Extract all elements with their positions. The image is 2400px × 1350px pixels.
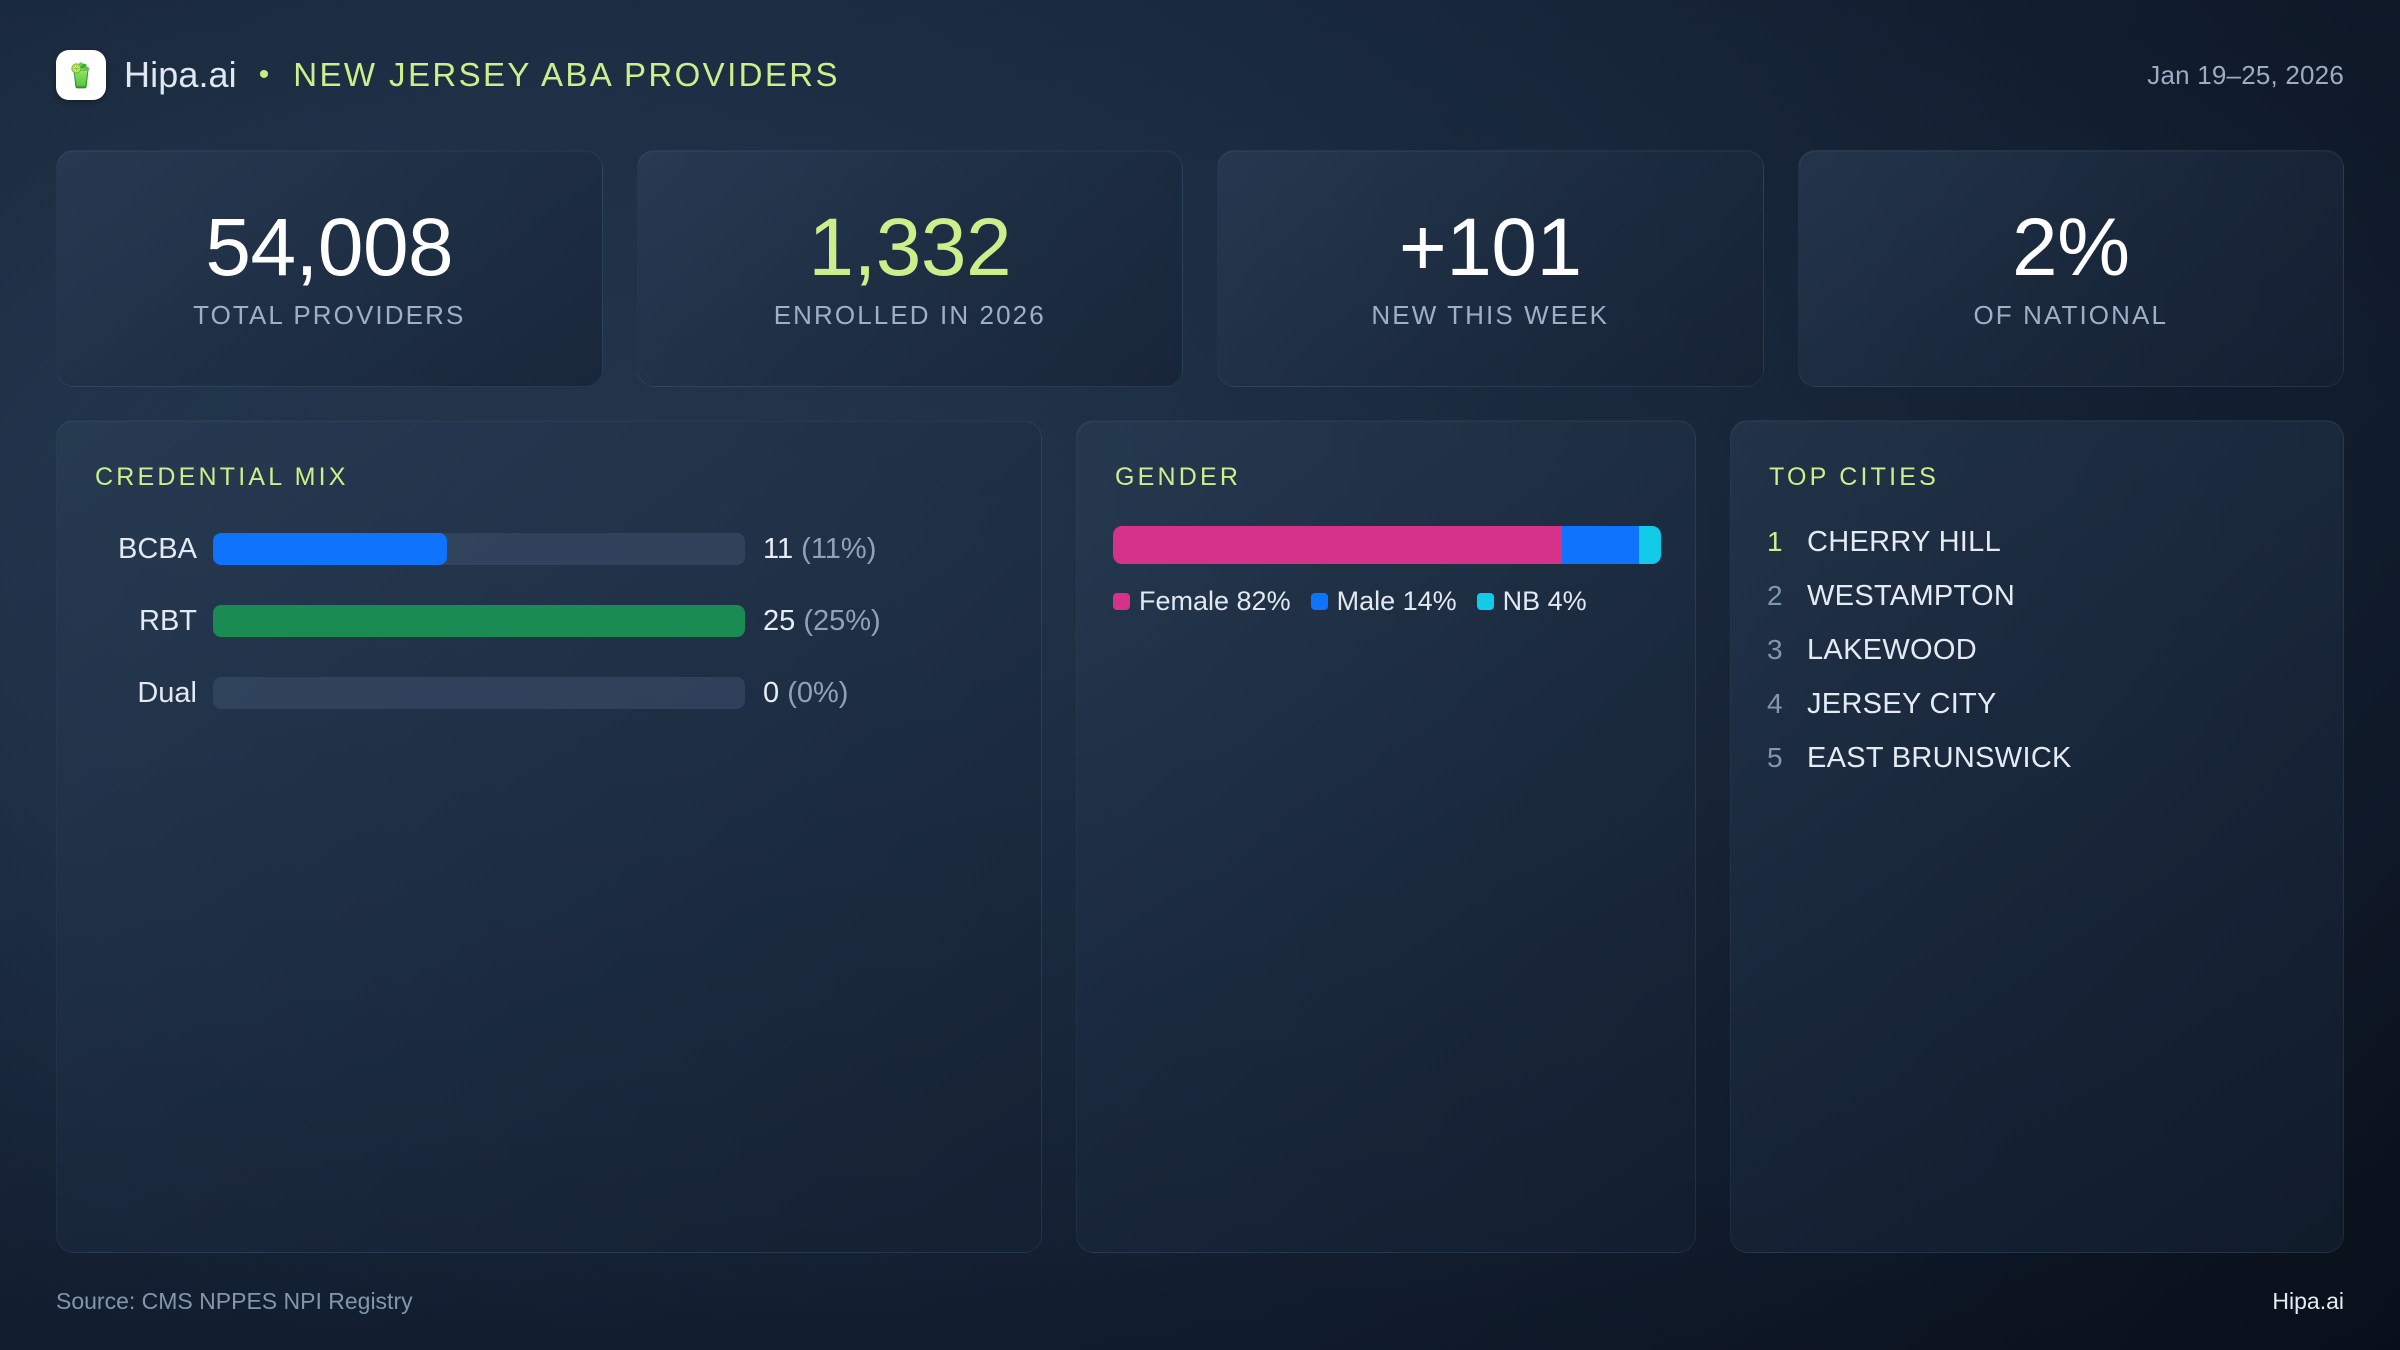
date-range-label: Jan 19–25, 2026	[2147, 59, 2344, 90]
city-list-item: 1 CHERRY HILL	[1767, 526, 2307, 559]
bar-fill	[213, 605, 745, 637]
bar-label: Dual	[137, 676, 197, 709]
kpi-card-enrolled-2026: 1,332 ENROLLED IN 2026	[636, 150, 1183, 387]
panel-title: CREDENTIAL MIX	[95, 463, 349, 491]
city-rank: 5	[1767, 742, 1783, 773]
source-attribution: Source: CMS NPPES NPI Registry	[56, 1288, 413, 1314]
gender-segment-male	[1562, 526, 1640, 564]
panel-gender: GENDER Female 82% Male 14% NB 4%	[1076, 420, 1696, 1253]
city-list-item: 5 EAST BRUNSWICK	[1767, 742, 2307, 775]
panel-credential-mix: CREDENTIAL MIX BCBA 11 (11%) RBT 25	[56, 420, 1042, 1253]
panel-row: CREDENTIAL MIX BCBA 11 (11%) RBT 25	[56, 420, 2344, 1253]
city-rank: 2	[1767, 580, 1783, 611]
kpi-card-of-national: 2% OF NATIONAL	[1797, 150, 2344, 387]
kpi-row: 54,008 TOTAL PROVIDERS 1,332 ENROLLED IN…	[56, 150, 2344, 387]
page-footer: Source: CMS NPPES NPI Registry Hipa.ai	[56, 1253, 2344, 1350]
gender-segment-female	[1113, 526, 1563, 564]
gender-stacked-bar	[1113, 526, 1661, 564]
legend-item-male: Male 14%	[1310, 586, 1457, 617]
bar-percent: (25%)	[803, 604, 881, 637]
bar-count: 25	[763, 604, 796, 637]
bar-count: 0	[763, 676, 780, 709]
city-list-item: 4 JERSEY CITY	[1767, 688, 2307, 721]
bar-percent: (0%)	[787, 676, 849, 709]
city-rank: 4	[1767, 688, 1783, 719]
brand-separator-dot: •	[258, 58, 270, 91]
mojito-glass-icon	[56, 50, 106, 100]
brand-name: Hipa.ai	[124, 54, 237, 95]
city-list-item: 3 LAKEWOOD	[1767, 634, 2307, 667]
gender-legend: Female 82% Male 14% NB 4%	[1113, 586, 1659, 617]
kpi-value: 1,332	[808, 202, 1012, 294]
bar-value: 25 (25%)	[763, 605, 881, 638]
city-name: EAST BRUNSWICK	[1807, 742, 2072, 774]
city-list-item: 2 WESTAMPTON	[1767, 580, 2307, 613]
bar-fill	[213, 533, 448, 565]
bar-label: RBT	[139, 604, 197, 637]
page-header: Hipa.ai • NEW JERSEY ABA PROVIDERS Jan 1…	[56, 0, 2344, 150]
panel-title: GENDER	[1115, 463, 1242, 491]
bar-percent: (11%)	[801, 532, 877, 565]
credential-row-dual: Dual 0 (0%)	[93, 670, 1005, 716]
legend-swatch-icon	[1476, 593, 1494, 610]
kpi-card-new-this-week: +101 NEW THIS WEEK	[1217, 150, 1764, 387]
legend-item-female: Female 82%	[1113, 586, 1291, 617]
legend-label: Female 82%	[1139, 586, 1291, 616]
panel-title: TOP CITIES	[1769, 463, 1940, 491]
kpi-value: +101	[1398, 202, 1582, 294]
page-title: NEW JERSEY ABA PROVIDERS	[293, 56, 840, 93]
footer-brand: Hipa.ai	[2272, 1288, 2344, 1314]
legend-swatch-icon	[1310, 593, 1328, 610]
legend-label: NB 4%	[1502, 586, 1587, 616]
bar-value: 0 (0%)	[763, 677, 848, 710]
legend-swatch-icon	[1113, 593, 1130, 610]
city-rank: 1	[1767, 526, 1783, 557]
legend-label: Male 14%	[1336, 586, 1457, 616]
city-name: LAKEWOOD	[1807, 634, 1977, 666]
brand-block: Hipa.ai • NEW JERSEY ABA PROVIDERS	[56, 50, 840, 100]
bar-track	[213, 605, 745, 637]
bar-track	[213, 677, 745, 709]
bar-value: 11 (11%)	[763, 533, 876, 566]
city-name: CHERRY HILL	[1807, 526, 2002, 558]
credential-row-bcba: BCBA 11 (11%)	[93, 526, 1005, 572]
city-name: JERSEY CITY	[1807, 688, 1997, 720]
kpi-card-total-providers: 54,008 TOTAL PROVIDERS	[56, 150, 603, 387]
kpi-label: OF NATIONAL	[1973, 299, 2169, 330]
city-rank: 3	[1767, 634, 1783, 665]
gender-segment-nb	[1639, 526, 1661, 564]
legend-item-nb: NB 4%	[1476, 586, 1587, 617]
bar-label: BCBA	[118, 532, 197, 565]
city-name: WESTAMPTON	[1807, 580, 2016, 612]
kpi-label: TOTAL PROVIDERS	[193, 299, 466, 330]
panel-top-cities: TOP CITIES 1 CHERRY HILL 2 WESTAMPTON 3 …	[1730, 420, 2344, 1253]
kpi-value: 54,008	[205, 202, 454, 294]
kpi-label: NEW THIS WEEK	[1371, 299, 1610, 330]
credential-row-rbt: RBT 25 (25%)	[93, 598, 1005, 644]
bar-track	[213, 533, 745, 565]
kpi-value: 2%	[2011, 202, 2130, 294]
bar-count: 11	[763, 532, 794, 565]
kpi-label: ENROLLED IN 2026	[773, 299, 1046, 330]
